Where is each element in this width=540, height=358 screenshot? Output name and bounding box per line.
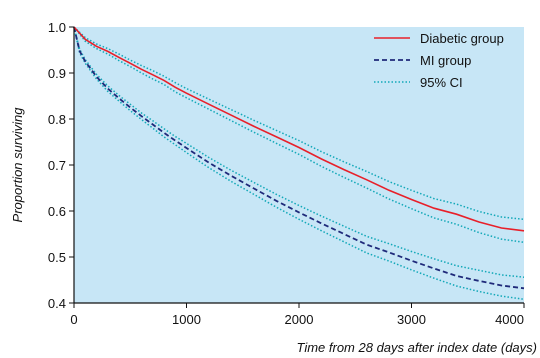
x-axis-title: Time from 28 days after index date (days… xyxy=(297,340,538,355)
ci-upper-line-2 xyxy=(73,26,525,278)
y-tick-label: 0.6 xyxy=(48,204,66,219)
y-axis-title: Proportion surviving xyxy=(10,107,25,223)
mi-group-line xyxy=(73,26,525,290)
x-tick-label: 1000 xyxy=(172,312,201,327)
y-tick-label: 0.4 xyxy=(48,296,66,311)
y-tick-label: 0.9 xyxy=(48,66,66,81)
y-tick-label: 0.7 xyxy=(48,158,66,173)
y-tick-label: 1.0 xyxy=(48,20,66,35)
ticks: 0.4 0.5 0.6 0.7 0.8 0.9 1.0 0 1000 2000 3000 4000 xyxy=(48,20,525,327)
ci-lower-line-2 xyxy=(73,26,525,301)
y-tick-label: 0.8 xyxy=(48,112,66,127)
legend-label-ci: 95% CI xyxy=(420,75,463,90)
x-tick-label: 4000 xyxy=(495,312,524,327)
x-tick-label: 2000 xyxy=(285,312,314,327)
series-layer xyxy=(73,26,525,301)
legend: Diabetic group MI group 95% CI xyxy=(374,31,504,90)
legend-label-mi: MI group xyxy=(420,53,471,68)
diabetic-group-line xyxy=(73,26,525,232)
x-tick-label: 3000 xyxy=(397,312,426,327)
ci-upper-line-1 xyxy=(73,26,525,221)
ci-lower-line-1 xyxy=(73,26,525,244)
x-tick-label: 0 xyxy=(70,312,77,327)
y-tick-label: 0.5 xyxy=(48,250,66,265)
legend-label-diabetic: Diabetic group xyxy=(420,31,504,46)
